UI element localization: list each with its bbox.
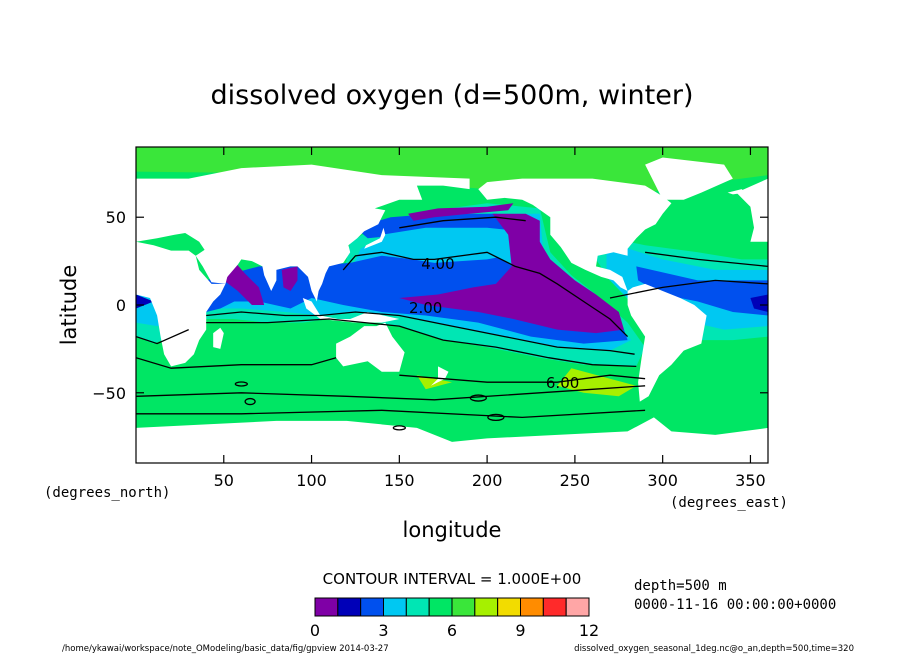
info-depth: depth=500 m (634, 578, 727, 594)
contour-line-4b (399, 216, 526, 229)
colorbar-cell-7 (474, 597, 499, 617)
info-time: 0000-11-16 00:00:00+0000 (634, 597, 836, 613)
colorbar-tick-label-0: 0 (310, 621, 320, 640)
x-tick-label-2: 150 (384, 471, 415, 490)
contour-line-2a (206, 311, 635, 355)
x-tick-label-0: 50 (214, 471, 234, 490)
colorbar-tick-label-1: 3 (378, 621, 388, 640)
contour-label-1: 2.00 (409, 299, 442, 317)
colorbar-tick-label-2: 6 (447, 621, 457, 640)
contour-loop-4 (234, 381, 248, 387)
ocean-band-12 (427, 241, 496, 260)
colorbar-cell-4 (405, 597, 430, 617)
land-n-america (478, 178, 672, 291)
x-tick-label-3: 200 (472, 471, 503, 490)
x-tick-label-6: 350 (735, 471, 766, 490)
colorbar (314, 597, 590, 617)
footer-right: dissolved_oxygen_seasonal_1deg.nc@o_an,d… (574, 644, 854, 654)
footer-left: /home/ykawai/workspace/note_OModeling/ba… (62, 644, 389, 654)
ocean-band-16 (281, 266, 298, 291)
contour-loop-3 (487, 413, 505, 422)
land-new-zealand (430, 366, 449, 386)
x-unit-label: (degrees_east) (670, 495, 788, 511)
land-mask (136, 157, 768, 463)
x-tick-label-1: 100 (296, 471, 327, 490)
contour-labels: 4.00 2.00 6.00 (409, 255, 579, 392)
contour-loop-1 (244, 397, 256, 406)
y-tick-label-2: −50 (92, 384, 126, 403)
contour-label-2: 6.00 (546, 374, 579, 392)
y-axis-label: latitude (57, 265, 81, 346)
contour-line-2b (206, 318, 637, 368)
contour-label-0: 4.00 (421, 255, 454, 273)
y-tick-label-1: 0 (116, 296, 126, 315)
x-axis-label: longitude (403, 518, 502, 542)
colorbar-cell-10 (542, 597, 567, 617)
land-europe-west (736, 178, 768, 242)
y-tick-label-0: 50 (106, 208, 126, 227)
colorbar-cell-8 (497, 597, 521, 617)
contour-interval: CONTOUR INTERVAL = 1.000E+00 (323, 570, 582, 588)
land-antarctica (136, 417, 768, 463)
contour-loop-0 (469, 394, 487, 402)
y-unit-label: (degrees_north) (44, 485, 170, 501)
land-africa-south (136, 241, 226, 367)
contour-loop-2 (392, 425, 406, 431)
land-australia (336, 322, 405, 372)
ocean-band-15 (223, 259, 265, 305)
colorbar-cell-6 (451, 597, 476, 617)
contour-line-5a (136, 357, 337, 369)
colorbar-cell-9 (520, 597, 544, 617)
land-greenland (645, 157, 733, 200)
land-s-america (627, 283, 707, 402)
y-axis: 50 0 −50 (92, 208, 768, 403)
ocean-band-10 (750, 294, 768, 312)
colorbar-ticks: 0 3 6 9 12 (310, 621, 599, 640)
ocean-band-14 (408, 203, 514, 221)
ocean-band-13 (399, 213, 624, 334)
contour-line-4a (342, 251, 629, 338)
contour-lines (136, 216, 768, 431)
land-japan (364, 227, 386, 249)
ocean-band-17 (557, 368, 637, 397)
colorbar-cell-11 (565, 597, 590, 617)
colorbar-cell-1 (337, 597, 362, 617)
chart-title: dissolved oxygen (d=500m, winter) (210, 80, 693, 111)
ocean-band-7 (636, 266, 768, 316)
contour-line-6b (399, 374, 646, 383)
x-tick-label-5: 300 (647, 471, 678, 490)
colorbar-cell-5 (428, 597, 453, 617)
colorbar-cell-3 (383, 597, 407, 617)
land-sea-australasia (302, 298, 400, 323)
colorbar-tick-label-4: 12 (579, 621, 599, 640)
x-axis: 50 100 150 200 250 300 350 (214, 147, 766, 490)
contour-line-3b (645, 251, 768, 268)
contour-line-6a (136, 385, 646, 401)
contour-line-3a (609, 279, 768, 299)
land-madagascar (213, 327, 224, 349)
x-tick-label-4: 250 (560, 471, 591, 490)
colorbar-cell-0 (314, 597, 339, 617)
contour-line-5b (136, 409, 646, 419)
colorbar-cell-2 (360, 597, 384, 617)
land-arabia (195, 248, 235, 283)
contour-line-2c (136, 329, 189, 345)
colorbar-tick-label-3: 9 (515, 621, 525, 640)
